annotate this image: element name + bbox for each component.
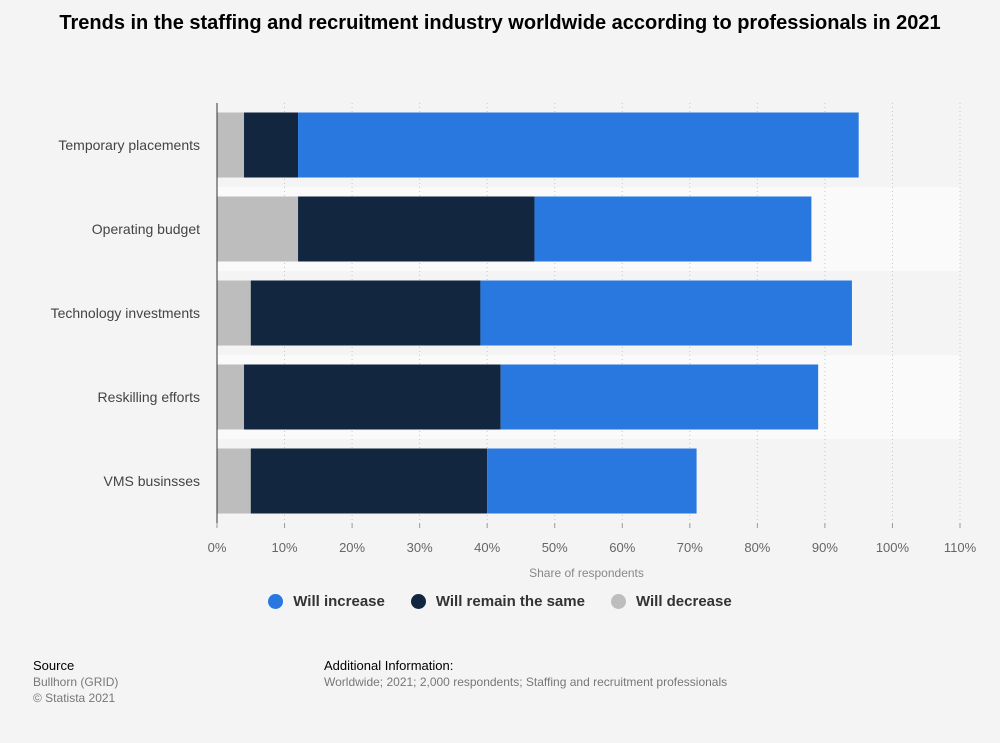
legend-marker-will-remain-the-same [410,594,426,609]
bar-vms-businsses-will-decrease [217,448,251,514]
x-tick-label-90: 90% [812,540,838,555]
x-tick-label-30: 30% [407,540,433,555]
bar-reskilling-efforts-will-remain-the-same [244,364,501,430]
category-label-operating-budget: Operating budget [92,221,200,237]
bar-temporary-placements-will-decrease [217,112,245,178]
source-block: Source Bullhorn (GRID) © Statista 2021 [33,658,118,706]
x-tick-label-0: 0% [208,540,227,555]
bar-operating-budget-will-increase [534,196,812,262]
chart-title: Trends in the staffing and recruitment i… [59,12,941,34]
x-tick-label-50: 50% [542,540,568,555]
x-tick-label-60: 60% [609,540,635,555]
legend-marker-will-increase [268,594,284,609]
bar-temporary-placements-will-remain-the-same [244,112,299,178]
legend-label-will-remain-the-same: Will remain the same [435,593,585,610]
bar-technology-investments-will-remain-the-same [250,280,481,346]
x-tick-label-100: 100% [876,540,910,555]
bar-technology-investments-will-decrease [217,280,251,346]
legend-marker-will-decrease [610,594,626,609]
bar-operating-budget-will-decrease [217,196,299,262]
legend-label-will-increase: Will increase [293,593,385,610]
additional-info-heading: Additional Information: [324,658,454,673]
x-tick-label-10: 10% [272,540,298,555]
bar-vms-businsses-will-increase [487,448,697,514]
x-tick-label-70: 70% [677,540,703,555]
category-label-vms-businsses: VMS businsses [104,473,200,489]
additional-info-block: Additional Information: Worldwide; 2021;… [324,658,727,690]
category-label-reskilling-efforts: Reskilling efforts [98,389,200,405]
bar-technology-investments-will-increase [480,280,852,346]
category-label-technology-investments: Technology investments [51,305,200,321]
category-label-temporary-placements: Temporary placements [58,137,200,153]
x-axis-title: Share of respondents [529,566,644,580]
legend-label-will-decrease: Will decrease [635,593,732,610]
bar-temporary-placements-will-increase [298,112,859,178]
source-line[interactable]: Bullhorn (GRID) [33,675,119,689]
bar-operating-budget-will-remain-the-same [298,196,535,262]
copyright-line: © Statista 2021 [33,691,116,705]
legend: Will increase Will remain the same Will … [0,593,1000,610]
bar-reskilling-efforts-will-decrease [217,364,245,430]
x-tick-label-110: 110% [944,540,977,555]
additional-info-text: Worldwide; 2021; 2,000 respondents; Staf… [324,675,728,689]
legend-item-will-decrease[interactable]: Will decrease [610,593,732,610]
bar-vms-businsses-will-remain-the-same [250,448,488,514]
x-tick-label-20: 20% [339,540,365,555]
legend-item-will-remain-the-same[interactable]: Will remain the same [410,593,585,610]
source-heading: Source [33,658,75,673]
bar-reskilling-efforts-will-increase [500,364,819,430]
legend-item-will-increase[interactable]: Will increase [268,593,385,610]
x-tick-label-80: 80% [744,540,770,555]
x-tick-label-40: 40% [474,540,500,555]
bar-chart: 0% 10% 20% 30% 40% 50% 60% 70% 80% 90% 100% 110% Sha… [51,103,977,580]
